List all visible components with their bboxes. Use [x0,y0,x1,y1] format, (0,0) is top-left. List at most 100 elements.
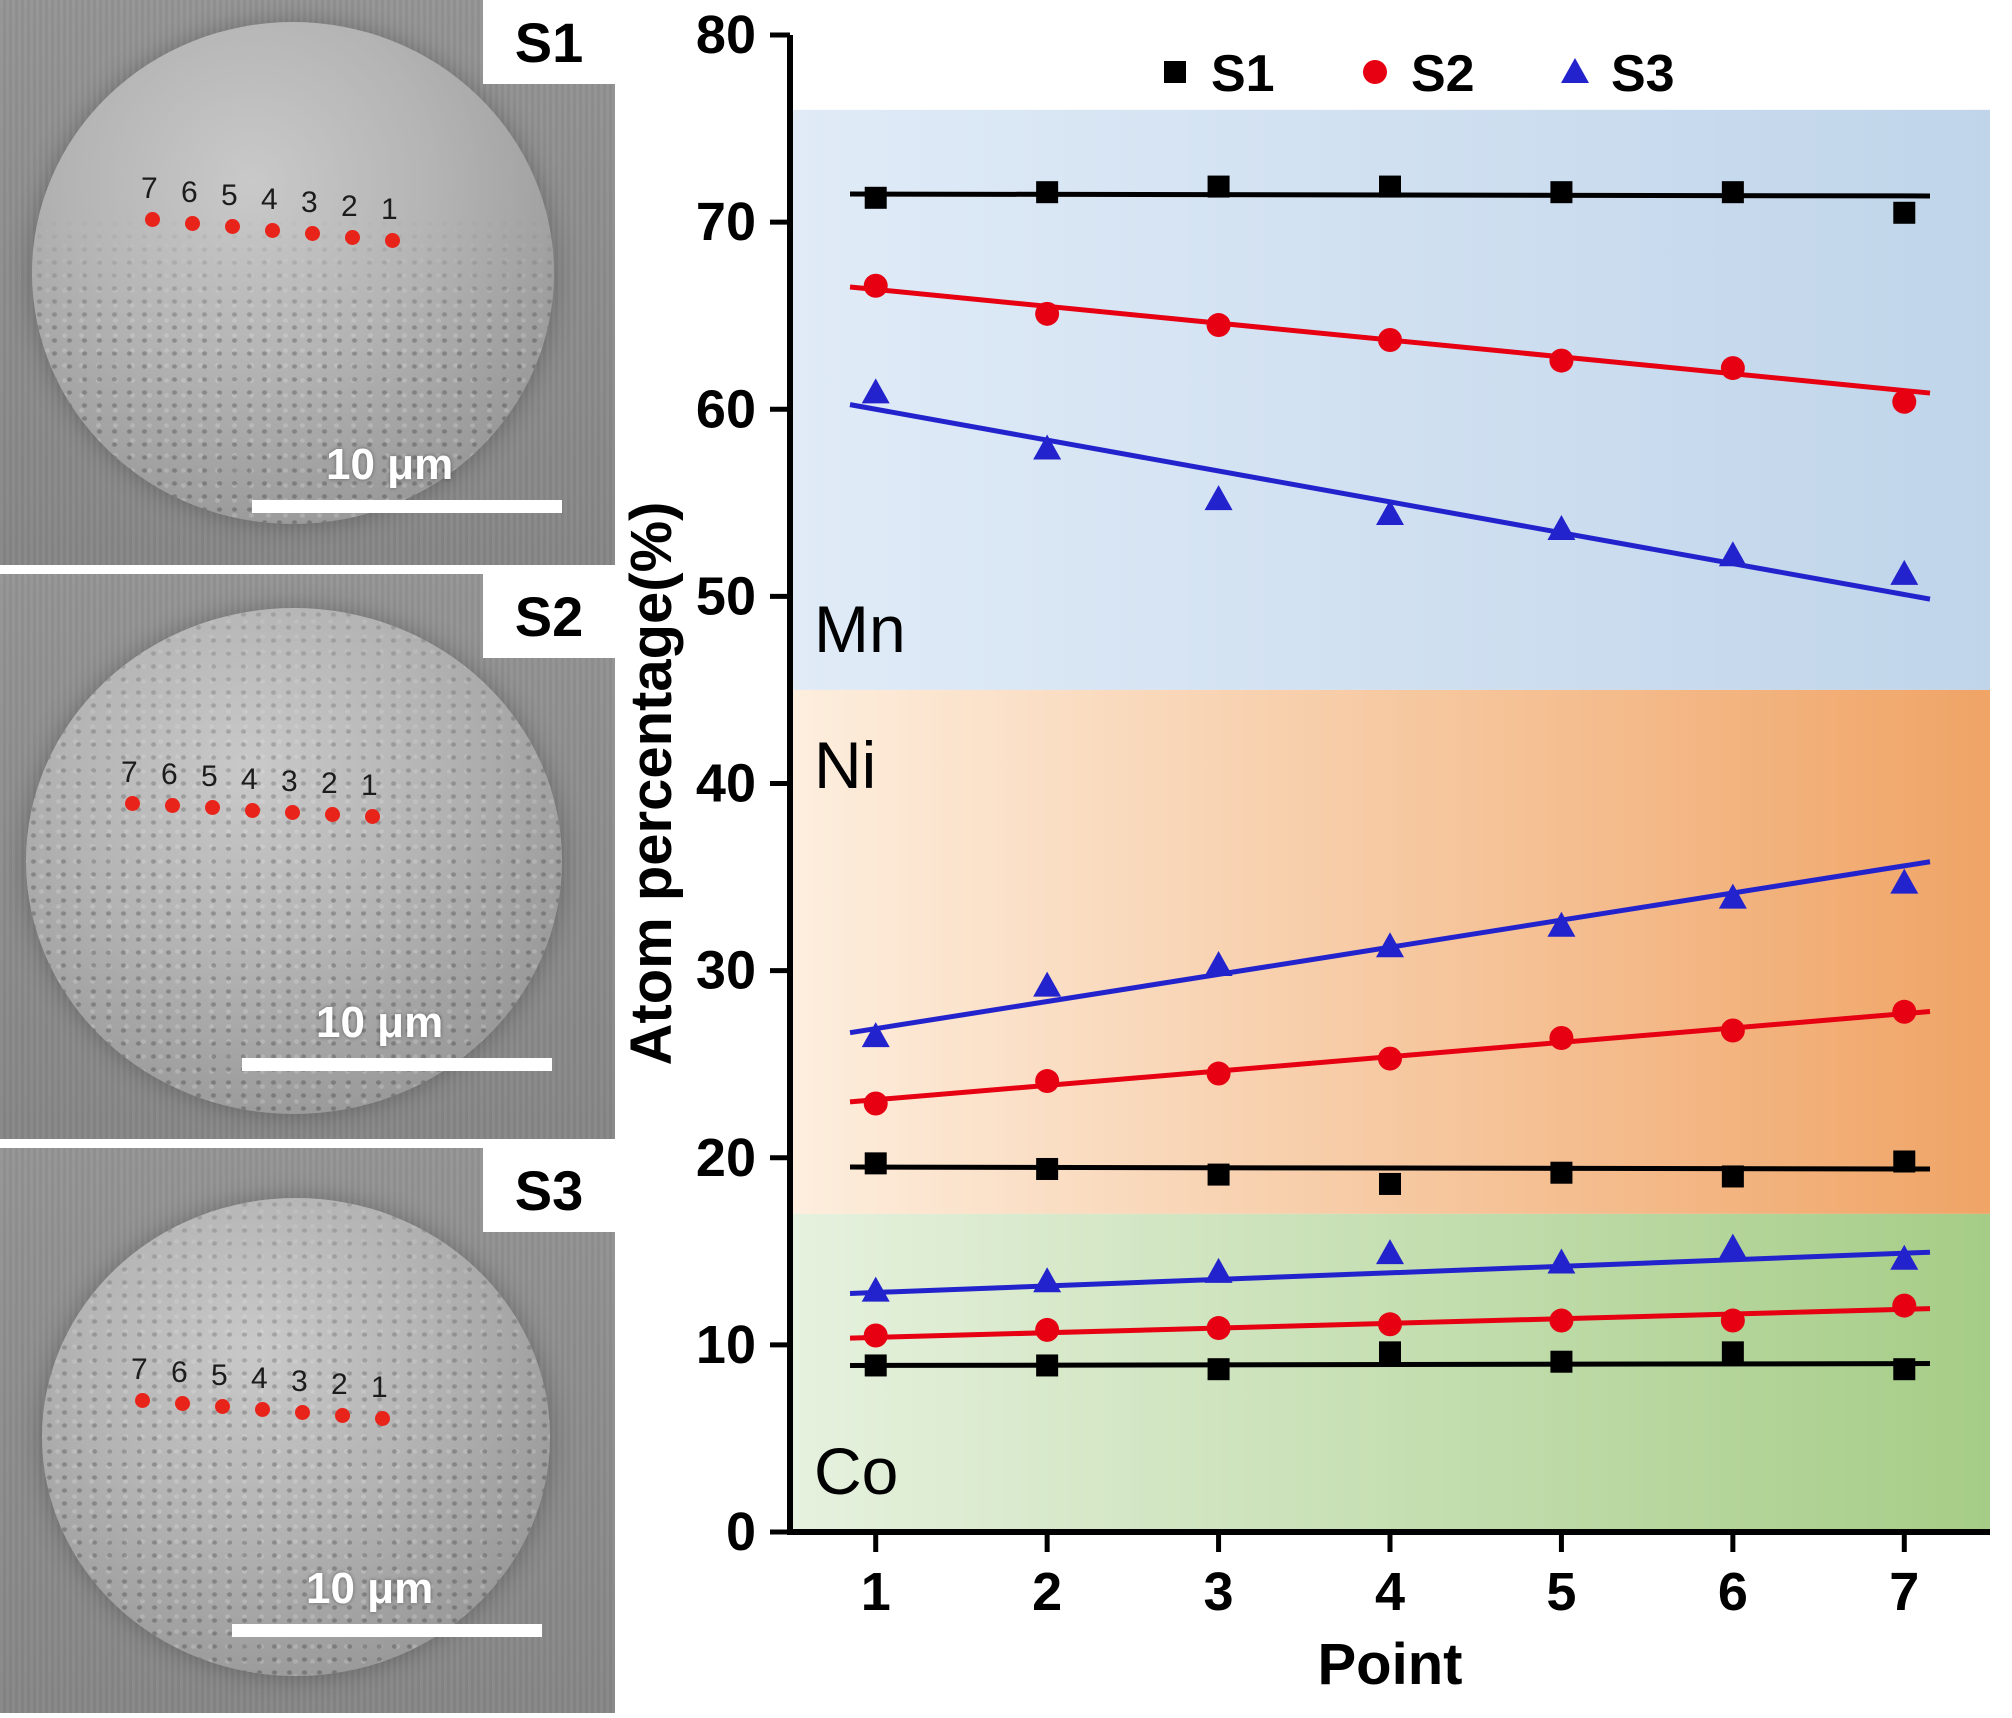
marker-mn-s2-p5 [1549,348,1574,373]
scale-label: 10 μm [326,440,454,489]
marker-ni-s2-p1 [863,1091,888,1116]
x-tick-label: 1 [861,1562,891,1622]
scale-label: 10 μm [316,998,444,1047]
marker-co-s1-p3 [1207,1358,1230,1381]
marker-co-s1-p5 [1550,1350,1573,1373]
scale-label: 10 μm [306,1564,434,1613]
measurement-point [295,1405,310,1420]
y-tick-label: 80 [696,5,756,65]
measurement-point-number: 2 [331,1368,348,1401]
marker-co-s2-p4 [1378,1312,1402,1337]
measurement-point-number: 5 [221,179,238,212]
scale-bar [242,1058,552,1071]
region-band-mn [790,109,1990,690]
legend-marker-s3 [1561,58,1589,83]
marker-mn-s3-p6 [1718,541,1747,567]
measurement-point [145,212,160,227]
marker-ni-s1-p2 [1036,1157,1059,1180]
legend-marker-s1 [1164,61,1186,83]
marker-mn-s1-p7 [1893,201,1916,224]
measurement-point-number: 7 [121,756,138,789]
measurement-point-number: 5 [211,1359,228,1392]
marker-co-s1-p7 [1893,1358,1916,1381]
marker-ni-s2-p2 [1035,1069,1060,1094]
scale-bar [252,500,562,513]
measurement-point [365,809,380,825]
marker-co-s3-p4 [1376,1239,1404,1265]
marker-ni-s1-p3 [1207,1163,1230,1186]
marker-ni-s2-p6 [1720,1018,1745,1043]
measurement-point [345,229,360,245]
measurement-point-number: 5 [201,760,218,794]
particle-image [42,1198,550,1676]
marker-mn-s2-p6 [1720,356,1745,381]
region-label-mn: Mn [814,592,906,666]
marker-ni-s3-p2 [1033,971,1062,997]
particle-image [26,608,562,1114]
marker-mn-s2-p3 [1206,313,1231,338]
marker-mn-s2-p2 [1035,301,1060,326]
marker-co-s2-p5 [1549,1308,1574,1333]
marker-mn-s1-p2 [1036,181,1059,204]
x-axis-title: Point [1318,1632,1463,1697]
fit-line-ni-s1 [849,1164,1931,1172]
marker-ni-s3-p3 [1204,951,1233,977]
measurement-point [205,800,220,816]
marker-ni-s3-p7 [1890,868,1919,894]
marker-ni-s2-p7 [1892,999,1917,1024]
marker-ni-s1-p7 [1893,1150,1916,1173]
legend-marker-s2 [1363,60,1387,84]
marker-mn-s1-p4 [1379,175,1401,198]
marker-co-s3-p5 [1547,1248,1576,1274]
marker-ni-s1-p6 [1721,1165,1744,1188]
marker-mn-s1-p6 [1721,181,1744,204]
measurement-point-number: 7 [141,172,158,205]
marker-mn-s3-p3 [1204,485,1233,511]
measurement-point [385,233,400,248]
x-tick-label: 3 [1204,1562,1234,1622]
region-label-co: Co [814,1434,898,1508]
y-tick-label: 50 [696,566,756,626]
measurement-point-number: 4 [241,762,258,796]
measurement-point [335,1408,350,1423]
marker-ni-s2-p4 [1378,1046,1402,1071]
marker-mn-s2-p7 [1892,389,1917,414]
marker-ni-s3-p1 [861,1022,890,1048]
measurement-point-number: 1 [361,769,378,803]
region-band-co [790,1213,1990,1532]
x-tick-label: 4 [1375,1562,1405,1622]
measurement-point-number: 1 [381,193,398,226]
marker-mn-s1-p3 [1207,175,1230,198]
marker-co-s3-p6 [1718,1233,1747,1259]
y-tick-label: 20 [696,1128,756,1188]
x-tick-label: 5 [1546,1562,1576,1622]
marker-co-s3-p7 [1890,1244,1919,1270]
marker-ni-s1-p1 [864,1152,887,1175]
measurement-point [185,215,200,231]
marker-mn-s1-p1 [864,186,887,209]
measurement-point [175,1396,190,1411]
y-tick-label: 10 [696,1315,756,1375]
region-label-ni: Ni [814,728,876,802]
measurement-point [245,802,260,818]
marker-co-s1-p2 [1036,1354,1059,1377]
measurement-point [305,226,320,241]
measurement-point-number: 2 [321,767,338,800]
marker-co-s2-p1 [863,1323,888,1348]
marker-ni-s2-p5 [1549,1025,1574,1050]
marker-ni-s2-p3 [1206,1061,1231,1086]
legend-label-s3: S3 [1611,45,1675,103]
marker-mn-s3-p1 [861,378,890,404]
x-tick-label: 7 [1889,1562,1919,1622]
marker-mn-s2-p4 [1378,328,1402,353]
measurement-point [375,1411,390,1426]
marker-co-s1-p4 [1379,1341,1401,1364]
measurement-point [265,222,280,238]
sample-label: S2 [483,574,615,658]
y-tick-label: 60 [696,379,756,439]
